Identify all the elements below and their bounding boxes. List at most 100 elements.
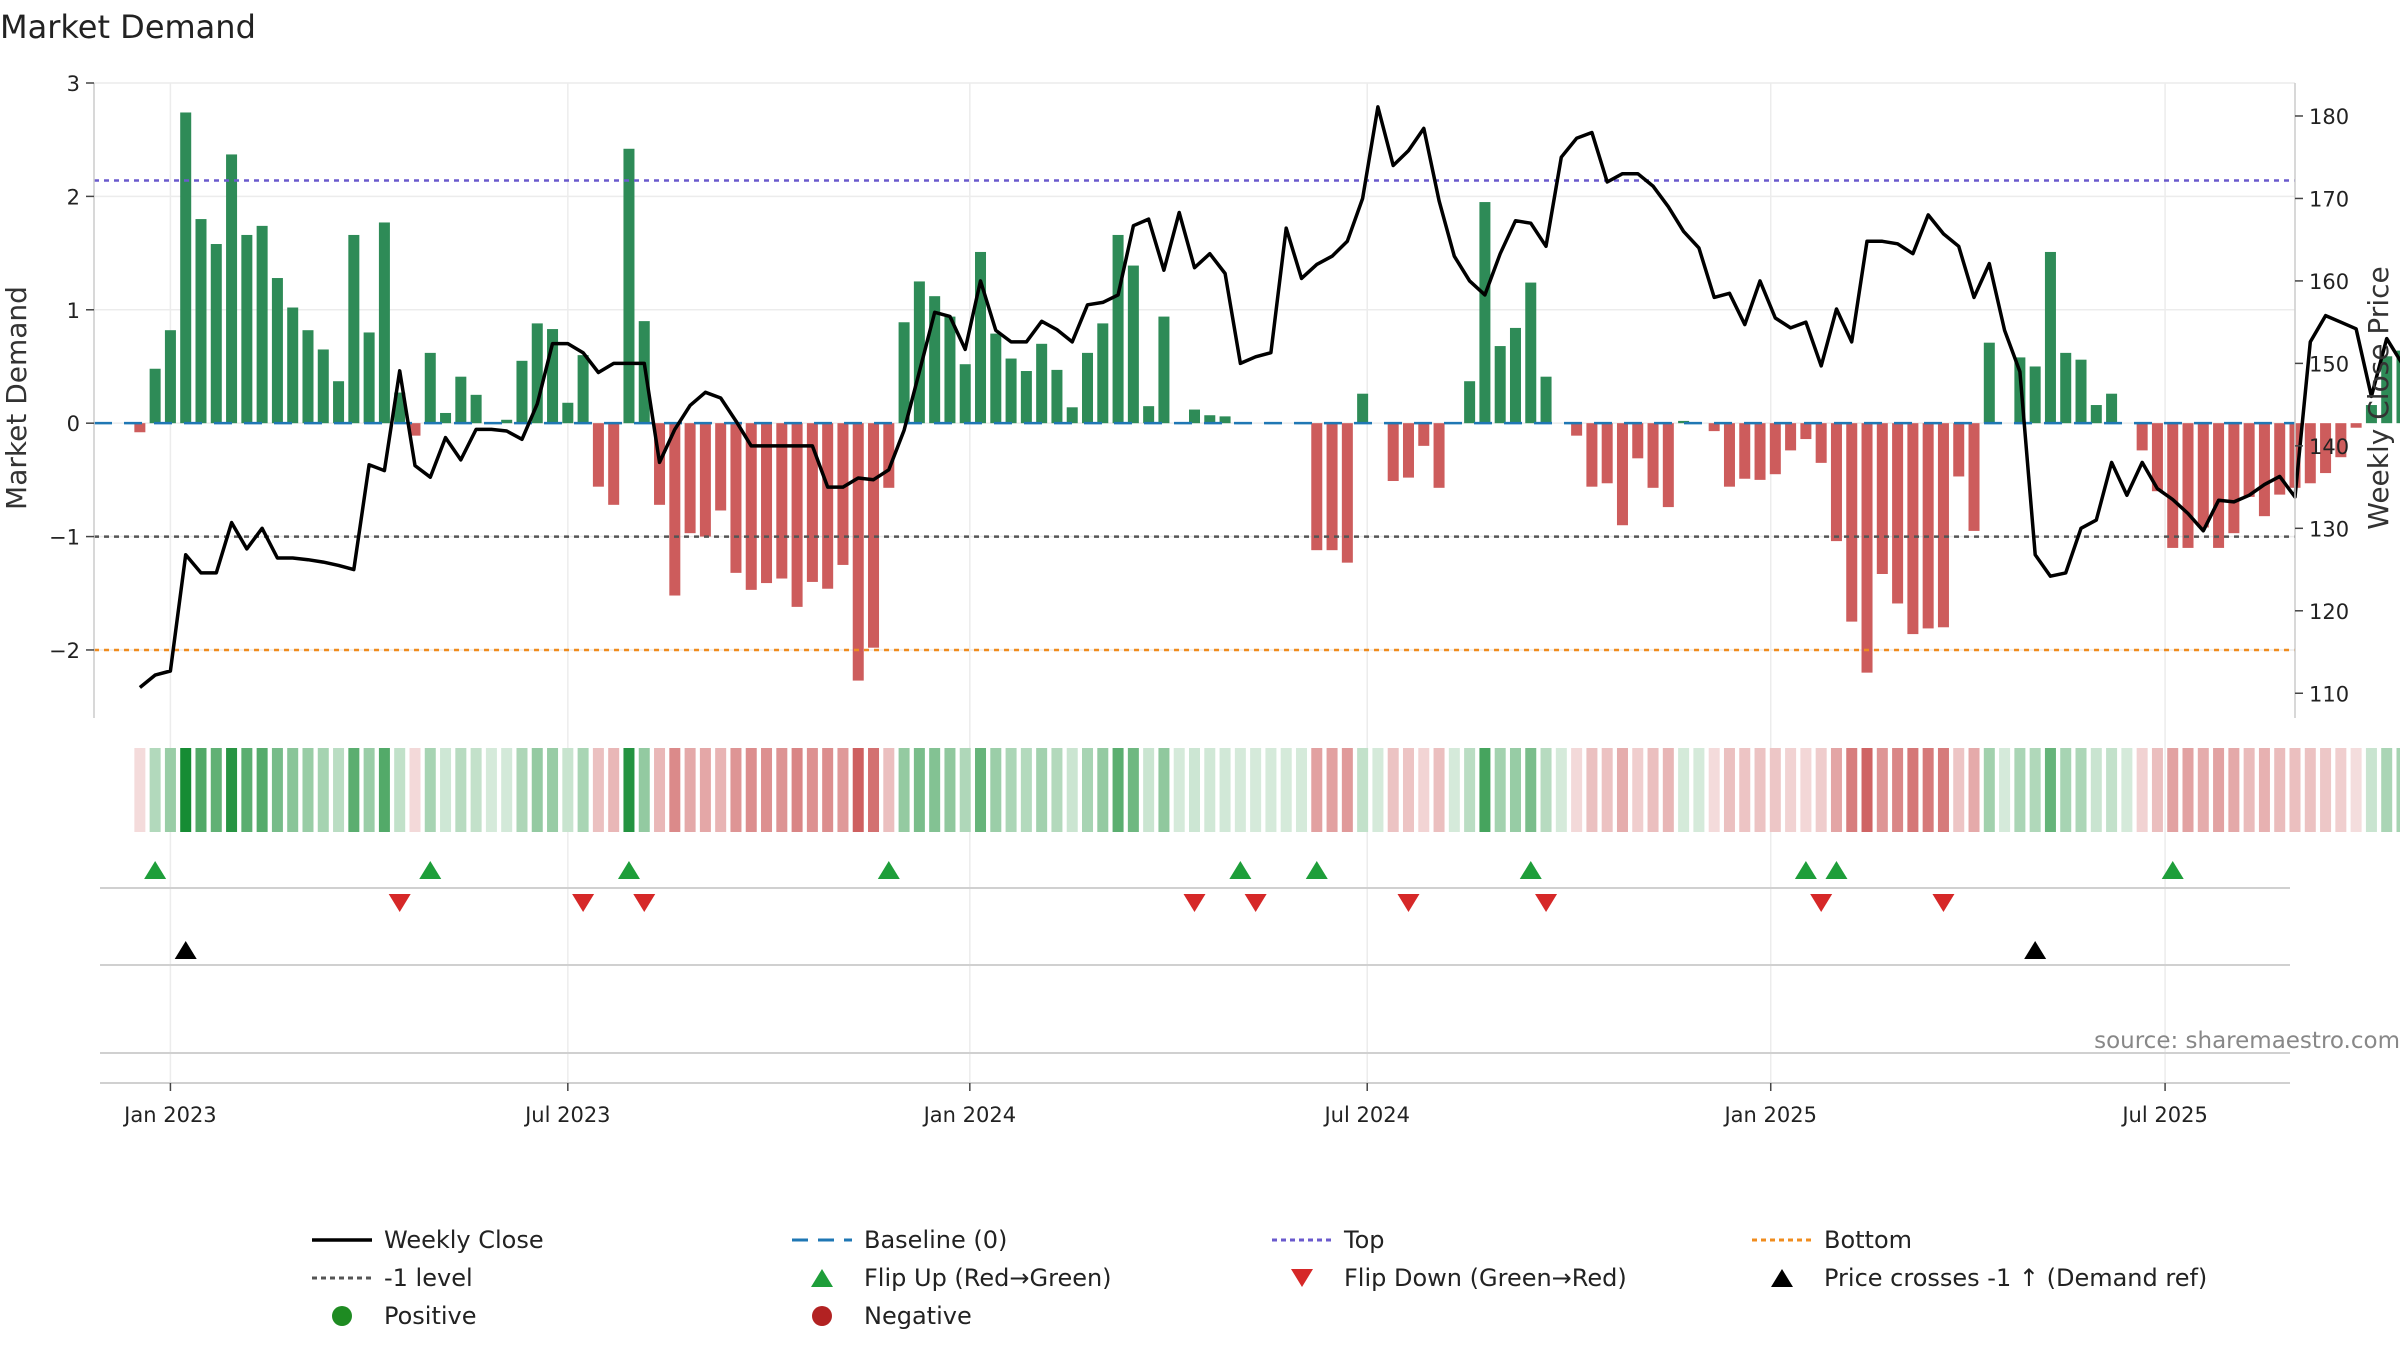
heat-cell [333, 748, 345, 832]
heat-cell [271, 748, 283, 832]
heat-cell [1219, 748, 1231, 832]
heat-cell [1785, 748, 1797, 832]
legend-marker-positive [332, 1306, 352, 1326]
heat-cell [2258, 748, 2270, 832]
heat-cell [2167, 748, 2179, 832]
heat-cell [1112, 748, 1124, 832]
demand-bar [409, 423, 421, 436]
demand-bar [1708, 423, 1720, 432]
y-axis-label: Market Demand [0, 286, 33, 510]
y2-tick-label: 120 [2309, 600, 2349, 624]
heat-cell [2197, 748, 2209, 832]
demand-bar [1341, 423, 1353, 563]
heat-cell [1066, 748, 1078, 832]
axes [93, 83, 2296, 718]
signal-panels [100, 861, 2290, 1084]
demand-bar [1311, 423, 1323, 551]
flip-down-marker [1535, 894, 1558, 912]
heat-cell [2121, 748, 2133, 832]
demand-bar [1815, 423, 1827, 463]
heat-cell [776, 748, 788, 832]
demand-bar [2213, 423, 2225, 548]
heat-cell [1769, 748, 1781, 832]
heat-cell [1173, 748, 1185, 832]
heat-cell [959, 748, 971, 832]
y2-ticks: 180 170 160 150 140 130 120 110 [2295, 105, 2349, 706]
heat-cell [1693, 748, 1705, 832]
heat-cell [1540, 748, 1552, 832]
price-cross-marker [2024, 941, 2047, 959]
heat-cell [2274, 748, 2286, 832]
demand-bar [440, 412, 452, 424]
demand-bar [1616, 423, 1628, 526]
heat-cell [1311, 748, 1323, 832]
heat-cell [363, 748, 375, 832]
demand-bar [1861, 423, 1873, 673]
demand-bar [1082, 352, 1094, 424]
demand-bar [913, 281, 925, 424]
legend-label: Bottom [1824, 1226, 1912, 1254]
demand-bar [2182, 423, 2194, 548]
heat-cell [226, 748, 238, 832]
flip-up-marker [617, 861, 640, 879]
heat-cell [1188, 748, 1201, 832]
demand-bar [333, 381, 345, 424]
heat-cell [547, 748, 559, 832]
demand-bar [1127, 265, 1139, 424]
legend-label: Negative [864, 1302, 972, 1330]
demand-bar [2228, 423, 2240, 534]
flip-up-marker [144, 861, 167, 879]
demand-bar [837, 423, 849, 565]
flip-up-marker [1825, 861, 1848, 879]
demand-bar [256, 225, 268, 424]
demand-bar [562, 402, 574, 424]
heat-cell [2136, 748, 2148, 832]
demand-bar [1647, 423, 1659, 488]
legend-label: -1 level [384, 1264, 473, 1292]
demand-bar [2106, 393, 2118, 424]
demand-bar [1525, 282, 1537, 424]
demand-bar [1907, 423, 1919, 635]
demand-bar [990, 333, 1002, 424]
heat-cell [1907, 748, 1919, 832]
demand-bar [1983, 342, 1995, 424]
legend-marker-flip-up [811, 1269, 833, 1287]
demand-bar [134, 423, 146, 433]
demand-bar [791, 423, 803, 607]
demand-bar [730, 423, 742, 573]
chart-title: Market Demand [0, 8, 256, 46]
heat-cell [2396, 748, 2400, 832]
demand-bar [149, 368, 161, 424]
demand-bar [195, 219, 207, 424]
heat-cell [1143, 748, 1155, 832]
heat-cell [1418, 748, 1430, 832]
demand-bar [592, 423, 604, 487]
heat-cell [2060, 748, 2072, 832]
flip-down-marker [388, 894, 411, 912]
heat-cell [730, 748, 742, 832]
demand-bar [1892, 423, 1904, 604]
legend-marker-flip-down [1291, 1269, 1313, 1287]
heat-cell [210, 748, 222, 832]
demand-bar [1005, 358, 1017, 424]
heat-cell [164, 748, 176, 832]
heat-cell [1097, 748, 1109, 832]
heat-cell [1265, 748, 1277, 832]
demand-bar [1540, 376, 1552, 424]
heat-cell [1861, 748, 1873, 832]
demand-bar [1433, 423, 1445, 488]
demand-bar [1876, 423, 1888, 574]
heat-cell [470, 748, 482, 832]
heat-cell [531, 748, 543, 832]
y2-tick-label: 170 [2309, 187, 2349, 211]
legend-label: Price crosses -1 ↑ (Demand ref) [1824, 1264, 2207, 1292]
grid [94, 82, 2295, 1083]
flip-up-marker [1794, 861, 1817, 879]
demand-bar [1800, 423, 1812, 440]
demand-bar [180, 112, 192, 424]
demand-bar [1357, 393, 1369, 424]
heat-cell [1341, 748, 1353, 832]
heat-cell [1387, 748, 1399, 832]
demand-bar [577, 355, 589, 424]
price-series [138, 105, 2400, 689]
